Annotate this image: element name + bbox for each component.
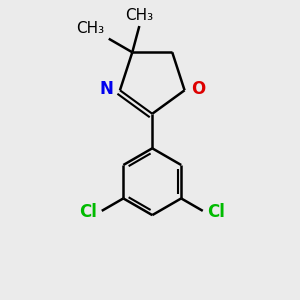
Text: Cl: Cl [207,203,225,221]
Text: CH₃: CH₃ [125,8,153,22]
Text: CH₃: CH₃ [76,21,104,36]
Text: Cl: Cl [80,203,97,221]
Text: N: N [100,80,114,98]
Text: O: O [191,80,205,98]
